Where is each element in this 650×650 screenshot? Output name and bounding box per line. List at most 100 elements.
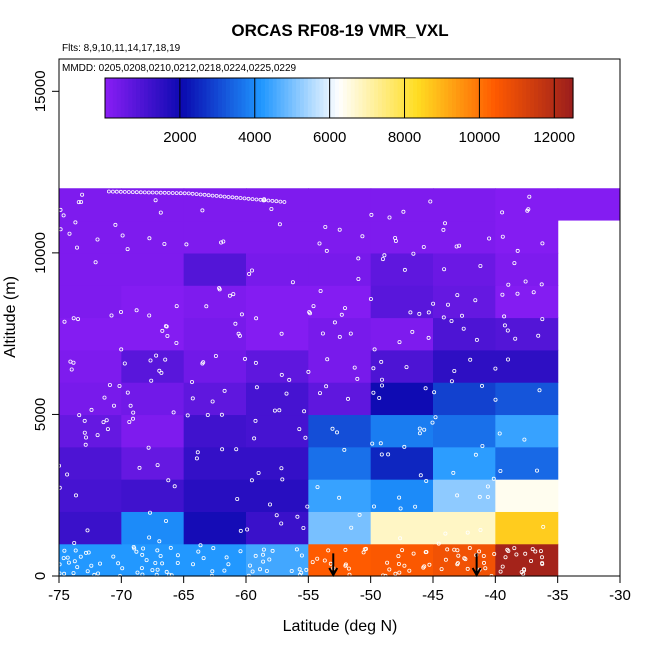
observation-point — [75, 245, 80, 250]
heatmap-cell — [59, 414, 122, 448]
heatmap-cell — [183, 446, 247, 480]
observation-point — [73, 548, 78, 553]
observation-point — [257, 567, 262, 572]
colorbar-strip — [136, 78, 141, 118]
observation-point — [431, 301, 436, 306]
heatmap-cell — [183, 252, 247, 286]
observation-point — [311, 304, 316, 309]
observation-point — [360, 234, 365, 239]
colorbar-strip — [249, 78, 254, 118]
colorbar-strip — [159, 78, 165, 118]
observation-point — [270, 198, 275, 203]
observation-point — [295, 514, 300, 519]
observation-point — [428, 199, 433, 204]
heatmap-cell — [370, 252, 434, 286]
observation-point — [182, 191, 187, 196]
heatmap-cell — [121, 414, 185, 448]
observation-point — [213, 353, 218, 358]
heatmap-cell — [370, 349, 434, 383]
observation-point — [539, 282, 544, 287]
observation-point — [287, 377, 292, 382]
observation-point — [397, 495, 402, 500]
observation-point — [455, 561, 460, 566]
observation-point — [421, 244, 426, 249]
colorbar-tick-label: 6000 — [313, 129, 346, 146]
observation-point — [134, 549, 139, 554]
colorbar-strip — [452, 78, 457, 118]
colorbar-strip — [194, 78, 200, 118]
observation-point — [379, 359, 384, 364]
heatmap-cell — [121, 220, 185, 254]
observation-point — [127, 419, 132, 424]
observation-point — [417, 311, 422, 316]
observation-point — [74, 493, 79, 498]
observation-point — [206, 193, 211, 198]
observation-point — [202, 192, 207, 197]
heatmap-cell — [183, 382, 247, 416]
colorbar-strip — [483, 78, 488, 118]
observation-point — [385, 560, 390, 565]
heatmap-cell — [308, 446, 372, 480]
observation-point — [368, 296, 373, 301]
heatmap-cell — [495, 543, 559, 577]
observation-point — [371, 504, 376, 509]
observation-point — [238, 549, 243, 554]
observation-point — [190, 562, 195, 567]
colorbar-strip — [163, 78, 168, 118]
heatmap-cell — [183, 285, 247, 319]
observation-point — [57, 562, 62, 567]
x-tick-label: -65 — [173, 587, 195, 604]
colorbar-strip — [253, 78, 258, 118]
observation-point — [515, 248, 520, 253]
observation-point — [226, 562, 231, 567]
observation-point — [302, 409, 307, 414]
observation-point — [71, 571, 76, 576]
colorbar-strip — [350, 78, 356, 118]
heatmap-cell — [557, 188, 620, 221]
observation-point — [441, 227, 446, 232]
observation-point — [76, 317, 81, 322]
observation-point — [122, 361, 127, 366]
observation-point — [61, 213, 66, 218]
heatmap-cell — [495, 285, 559, 319]
observation-point — [481, 554, 486, 559]
observation-point — [498, 468, 503, 473]
observation-point — [467, 546, 472, 551]
heatmap-cell — [370, 285, 434, 319]
observation-point — [371, 390, 376, 395]
colorbar-tick-label: 12000 — [533, 129, 575, 146]
heatmap-cell — [495, 317, 559, 351]
observation-point — [231, 292, 236, 297]
observation-point — [254, 316, 259, 321]
observation-point — [95, 433, 100, 438]
heatmap-cell — [183, 220, 247, 254]
observation-point — [162, 190, 167, 195]
observation-point — [249, 268, 254, 273]
colorbar-strip — [315, 78, 321, 118]
observation-point — [184, 242, 189, 247]
observation-point — [153, 198, 158, 203]
heatmap-cell — [308, 382, 372, 416]
colorbar-strip — [140, 78, 145, 118]
observation-point — [210, 399, 215, 404]
colorbar-strip — [186, 78, 192, 118]
heatmap-cell — [59, 188, 122, 222]
observation-point — [334, 430, 339, 435]
observation-point — [356, 276, 361, 281]
observation-point — [175, 553, 180, 558]
observation-point — [262, 198, 267, 203]
observation-point — [465, 566, 470, 571]
observation-point — [500, 210, 505, 215]
observation-point — [411, 551, 416, 556]
observation-point — [148, 358, 153, 363]
heatmap-cell — [246, 188, 309, 222]
observation-point — [304, 567, 309, 572]
observation-point — [120, 566, 125, 571]
observation-point — [234, 195, 239, 200]
colorbar-tick-label: 4000 — [238, 129, 271, 146]
observation-point — [404, 365, 409, 370]
observation-point — [155, 463, 160, 468]
colorbar-strip — [124, 78, 129, 118]
colorbar-strip — [331, 78, 336, 118]
observation-point — [83, 442, 88, 447]
